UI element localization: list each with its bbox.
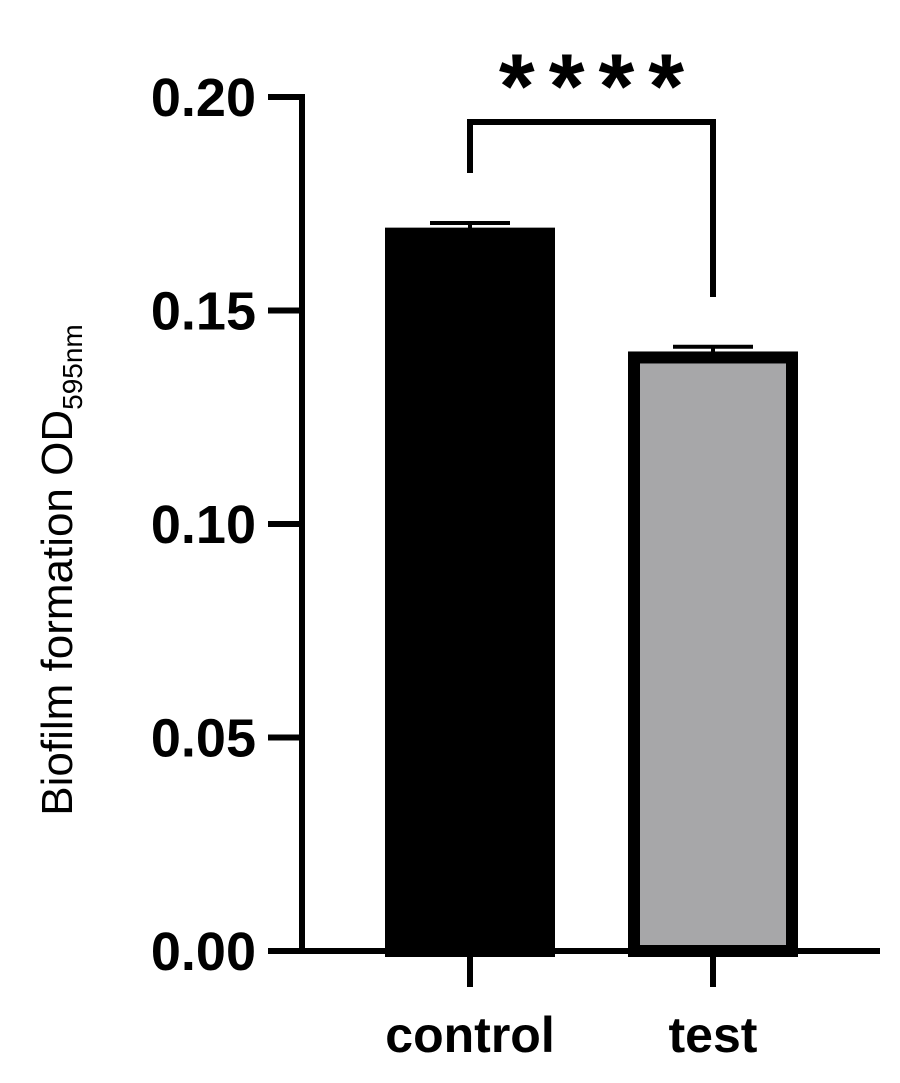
significance-bracket bbox=[467, 119, 716, 297]
x-categories: control test bbox=[385, 951, 758, 1063]
y-tick-label: 0.15 bbox=[151, 282, 256, 342]
significance-annotation: **** bbox=[467, 36, 716, 297]
y-tick-label: 0.05 bbox=[151, 709, 256, 769]
bar-control bbox=[385, 227, 555, 957]
y-tick-label: 0.00 bbox=[151, 922, 256, 982]
x-tick-label-control: control bbox=[385, 1007, 554, 1063]
significance-stars: **** bbox=[499, 36, 698, 138]
y-axis-label-main: Biofilm formation OD bbox=[33, 410, 82, 816]
y-axis-label: Biofilm formation OD595nm bbox=[33, 324, 88, 816]
y-axis-label-subscript: 595nm bbox=[57, 324, 88, 410]
error-bars bbox=[430, 220, 753, 358]
y-ticks: 0.00 0.05 0.10 0.15 0.20 bbox=[151, 68, 302, 982]
bar-test bbox=[628, 351, 798, 958]
y-tick-label: 0.10 bbox=[151, 495, 256, 555]
bars bbox=[385, 227, 798, 958]
x-tick-label-test: test bbox=[669, 1007, 758, 1063]
y-tick-label: 0.20 bbox=[151, 68, 256, 128]
